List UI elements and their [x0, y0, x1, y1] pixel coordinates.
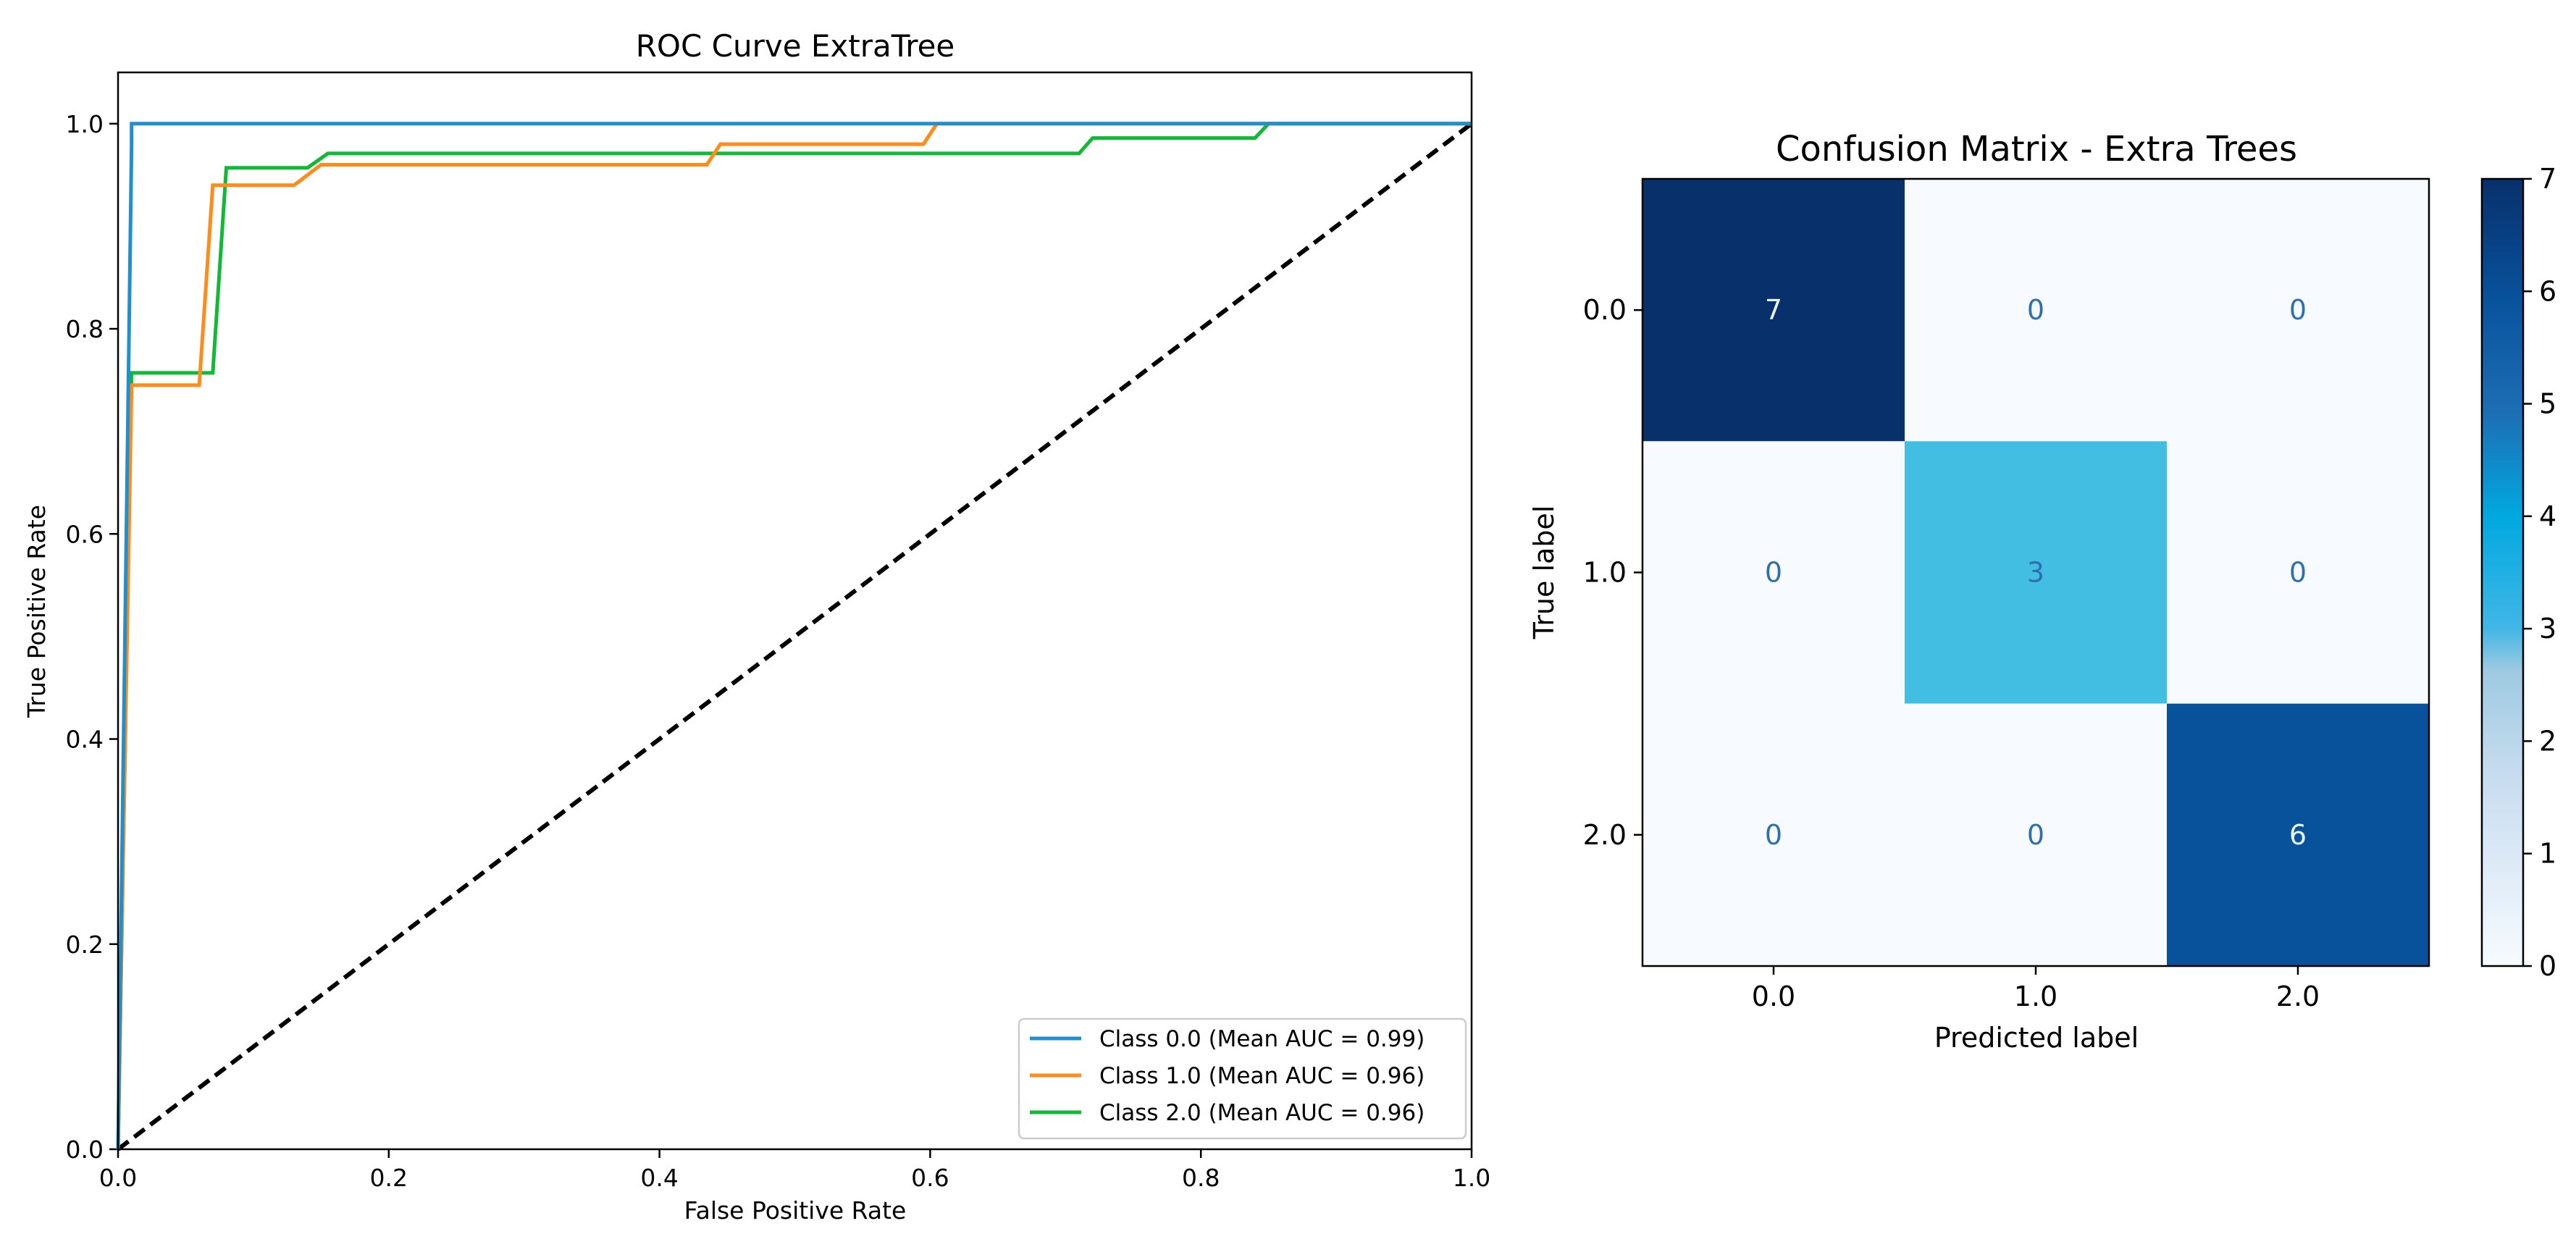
colorbar-tick-label: 7 — [2539, 163, 2556, 195]
cm-cell-value: 0 — [1765, 819, 1782, 851]
cm-cell — [1905, 441, 2167, 704]
roc-y-tick-label: 0.0 — [66, 1135, 104, 1164]
cm-cell — [2167, 441, 2429, 704]
cm-y-tick-label: 2.0 — [1583, 819, 1627, 851]
cm-cell — [1905, 703, 2167, 966]
cm-x-tick-label: 1.0 — [2014, 981, 2057, 1012]
cm-title: Confusion Matrix - Extra Trees — [1776, 129, 2297, 169]
cm-cell-value: 6 — [2289, 819, 2307, 851]
colorbar-tick-label: 5 — [2539, 388, 2556, 420]
cm-cell-value: 0 — [2027, 819, 2044, 851]
roc-x-tick-label: 0.2 — [370, 1164, 408, 1192]
colorbar-tick-label: 0 — [2539, 950, 2556, 982]
roc-y-axis-label: True Positive Rate — [22, 505, 51, 718]
colorbar-ticks: 0 1 2 3 4 5 6 7 — [2523, 163, 2556, 982]
cm-cells-group: 7 0 0 0 3 0 0 0 6 — [1642, 179, 2429, 966]
cm-y-tick-label: 0.0 — [1583, 294, 1627, 326]
cm-cell — [1905, 179, 2167, 442]
roc-y-tick-label: 1.0 — [66, 110, 104, 138]
roc-line-class-2 — [116, 122, 1472, 1150]
roc-x-tick-label: 1.0 — [1453, 1164, 1490, 1192]
cm-plot-frame — [1641, 177, 2430, 967]
roc-x-tick-label: 0.6 — [911, 1164, 949, 1192]
roc-ticks: 0.0 0.2 0.4 0.6 0.8 1.0 0.0 0.2 0.4 0.6 0.8 1.0 — [66, 110, 1491, 1192]
roc-x-tick-label: 0.0 — [99, 1164, 137, 1192]
roc-legend[interactable]: Class 0.0 (Mean AUC = 0.99) Class 1.0 (M… — [1018, 1017, 1467, 1140]
legend-label-class-1: Class 1.0 (Mean AUC = 0.96) — [1099, 1063, 1425, 1089]
colorbar — [2480, 177, 2525, 967]
roc-y-tick-label: 0.6 — [66, 520, 104, 548]
colorbar-tick-label: 4 — [2539, 500, 2556, 532]
cm-cell-value: 3 — [2027, 557, 2044, 589]
cm-cell — [1642, 441, 1905, 704]
cm-cell-value: 0 — [2027, 294, 2044, 326]
cm-x-tick-label: 0.0 — [1752, 981, 1795, 1012]
cm-cell — [1642, 179, 1905, 442]
cm-cell-value: 0 — [2289, 294, 2307, 326]
roc-x-tick-label: 0.8 — [1182, 1164, 1220, 1192]
roc-legend-box — [1018, 1017, 1467, 1140]
confusion-matrix-chart: Confusion Matrix - Extra Trees 7 0 0 0 3 0 0 0 6… — [1528, 129, 2556, 1054]
cm-cell — [2167, 703, 2429, 966]
colorbar-tick-label: 3 — [2539, 613, 2556, 645]
cm-cell-value: 0 — [2289, 557, 2307, 589]
cm-cell — [1642, 703, 1905, 966]
cm-cell-value: 0 — [1765, 557, 1782, 589]
roc-chance-line — [117, 122, 1473, 1151]
cm-y-axis-label: True label — [1528, 505, 1560, 640]
roc-y-tick-label: 0.4 — [66, 726, 104, 754]
cm-y-tick-label: 1.0 — [1583, 557, 1627, 589]
roc-x-axis-label: False Positive Rate — [684, 1196, 907, 1225]
colorbar-tick-label: 1 — [2539, 838, 2556, 870]
legend-label-class-2: Class 2.0 (Mean AUC = 0.96) — [1099, 1100, 1425, 1126]
roc-title: ROC Curve ExtraTree — [636, 28, 955, 64]
roc-chart: ROC Curve ExtraTree 0.0 0.2 0.4 0.6 0.8 1.00.… — [22, 28, 1490, 1225]
roc-y-tick-label: 0.8 — [66, 315, 104, 343]
roc-series-group — [116, 122, 1473, 1151]
cm-ticks-group: 0.0 1.0 2.0 0.0 1.0 2.0 — [1583, 294, 2320, 1012]
colorbar-tick-label: 2 — [2539, 725, 2556, 757]
colorbar-tick-label: 6 — [2539, 275, 2556, 307]
cm-cell-value: 7 — [1765, 294, 1782, 326]
roc-line-class-0 — [116, 122, 1472, 1150]
roc-x-tick-label: 0.4 — [640, 1164, 678, 1192]
legend-label-class-0: Class 0.0 (Mean AUC = 0.99) — [1099, 1026, 1425, 1052]
roc-y-tick-label: 0.2 — [66, 931, 104, 959]
roc-plot-frame — [117, 71, 1473, 1151]
cm-x-axis-label: Predicted label — [1934, 1022, 2139, 1054]
cm-cell — [2167, 179, 2429, 442]
cm-x-tick-label: 2.0 — [2276, 981, 2320, 1012]
